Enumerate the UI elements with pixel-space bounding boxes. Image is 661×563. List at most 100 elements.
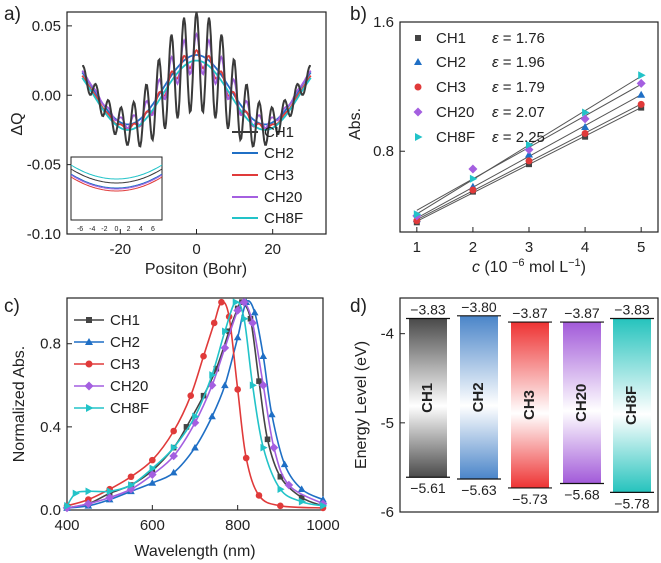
- panel-c-xlabel: Wavelength (nm): [134, 543, 255, 560]
- point-ch20: [169, 451, 178, 461]
- homo-label-ch8f: −5.78: [614, 495, 650, 511]
- x-tick-label: 800: [225, 517, 250, 534]
- point-ch20: [233, 306, 242, 315]
- panel-d-bars: −3.83 −5.61 CH1 −3.80 −5.63 CH2 −3.87 −5.73 CH3 −…: [406, 299, 654, 511]
- point-ch20: [239, 297, 249, 307]
- point-ch3: [255, 492, 263, 499]
- homo-label-ch3: −5.73: [512, 491, 548, 507]
- point-ch8f: [170, 443, 178, 452]
- panel-d: d) -4 -5 -6 Energy Level (eV) −3.83 −5.61 CH…: [350, 296, 659, 521]
- point-ch3: [637, 100, 645, 108]
- inset-curve-ch1: [70, 168, 163, 184]
- point-ch8f: [526, 140, 534, 149]
- inset-tick-label: 0: [115, 226, 119, 233]
- panel-d-label: d): [350, 296, 367, 317]
- point-ch8f: [128, 481, 136, 489]
- point-ch8f: [64, 502, 72, 510]
- bar-label-ch1: CH1: [419, 383, 436, 413]
- inset-tick-label: -6: [77, 226, 83, 233]
- y-tick-label: -6: [381, 504, 394, 521]
- legend-eps-ch3: ε = 1.79: [492, 79, 545, 96]
- x-tick-label: 600: [140, 517, 165, 534]
- x-tick-label: 400: [54, 517, 79, 534]
- point-ch8f: [241, 314, 249, 323]
- point-ch8f: [582, 108, 590, 117]
- legend-marker-ch20: [84, 381, 94, 391]
- panel-d-ylabel: Energy Level (eV): [353, 341, 370, 469]
- point-ch3: [170, 427, 177, 435]
- point-ch3: [200, 352, 207, 360]
- legend-marker-ch8f: [86, 404, 94, 412]
- inset-tick-label: -2: [101, 226, 107, 233]
- legend-label-ch1: CH1: [110, 312, 140, 329]
- point-ch3: [149, 456, 156, 464]
- panel-c: c) 400 600 800 1000 0.0 0.4 0.8 Wavelength (nm…: [4, 296, 340, 560]
- point-ch8f: [320, 502, 328, 510]
- panel-b-ticks: 1 2 3 4 5 0.8 1.6: [373, 14, 645, 256]
- point-ch20: [207, 380, 217, 390]
- point-ch2: [208, 412, 216, 420]
- curve-ch2: [81, 54, 312, 126]
- legend-label-ch8f: CH8F: [110, 400, 149, 417]
- legend-label-ch20: CH20: [264, 189, 302, 206]
- point-ch8f: [638, 71, 646, 80]
- point-ch2: [233, 333, 242, 341]
- point-ch8f: [85, 487, 93, 496]
- legend-marker-ch3: [414, 83, 422, 91]
- panel-a-ticks: -20 0 200.050.00-0.05-0.10: [27, 18, 281, 258]
- point-ch8f: [260, 443, 268, 452]
- bar-label-ch20: CH20: [573, 384, 590, 422]
- point-ch3: [525, 157, 533, 165]
- point-ch20: [269, 443, 279, 452]
- y-tick-label: 0.00: [32, 87, 61, 104]
- bar-label-ch8f: CH8F: [623, 386, 640, 425]
- panel-a: a) -20 0 200.050.00-0.05-0.10 Positon (Boh…: [4, 4, 327, 278]
- point-ch3: [242, 454, 250, 462]
- panel-a-inset: -6 -4 -2 0 2 4 6: [70, 156, 163, 233]
- homo-label-ch2: −5.63: [461, 482, 497, 498]
- legend-label-ch1: CH1: [436, 30, 466, 47]
- inset-curve-ch3: [70, 176, 163, 192]
- point-ch1: [277, 473, 284, 480]
- point-ch20: [105, 493, 114, 502]
- point-ch8f: [469, 174, 478, 183]
- x-tick-label: -20: [109, 241, 131, 258]
- y-tick-label: 1.6: [373, 14, 394, 31]
- bar-label-ch2: CH2: [470, 382, 487, 412]
- point-ch3: [581, 129, 589, 137]
- point-ch2: [250, 308, 259, 316]
- point-ch20: [126, 484, 136, 494]
- legend-eps-ch20: ε = 2.07: [492, 104, 545, 121]
- legend-label-ch1: CH1: [264, 124, 294, 141]
- legend-label-ch2: CH2: [110, 334, 140, 351]
- point-ch1: [183, 424, 190, 430]
- inset-tick-label: 6: [151, 226, 155, 233]
- panel-d-ticks: -4 -5 -6: [381, 326, 405, 521]
- curve-ch1: [82, 11, 311, 148]
- energy-bar-ch1: [409, 318, 447, 478]
- panel-d-frame: [399, 297, 659, 513]
- legend-label-ch20: CH20: [110, 378, 148, 395]
- inset-tick-label: 4: [139, 226, 143, 233]
- panel-c-ticks: 400 600 800 1000 0.0 0.4 0.8: [40, 336, 340, 534]
- inset-curve-ch2: [70, 173, 163, 189]
- legend-label-ch8f: CH8F: [264, 210, 303, 227]
- point-ch2: [319, 495, 327, 503]
- panel-c-ylabel: Normalized Abs.: [11, 346, 28, 463]
- legend-label-ch3: CH3: [436, 79, 466, 96]
- curve-ch3: [66, 301, 324, 509]
- energy-bar-ch8f: [613, 318, 651, 493]
- legend-marker-ch1: [86, 317, 92, 323]
- point-ch2: [268, 410, 276, 418]
- point-ch3: [187, 392, 195, 399]
- homo-label-ch20: −5.68: [564, 486, 600, 502]
- point-ch20: [580, 114, 590, 124]
- y-tick-label: -5: [381, 415, 394, 432]
- point-ch8f: [72, 489, 80, 498]
- energy-bar-ch2: [460, 315, 498, 480]
- x-tick-label: 4: [581, 239, 589, 256]
- curve-ch8f: [81, 59, 312, 131]
- curve-ch8f: [66, 300, 324, 507]
- lumo-label-ch3: −3.87: [512, 305, 548, 321]
- panel-b: b) 1 2 3 4 5 0.8 1.6 c (10 −6 mol L−1) Abs. CH…: [347, 4, 659, 276]
